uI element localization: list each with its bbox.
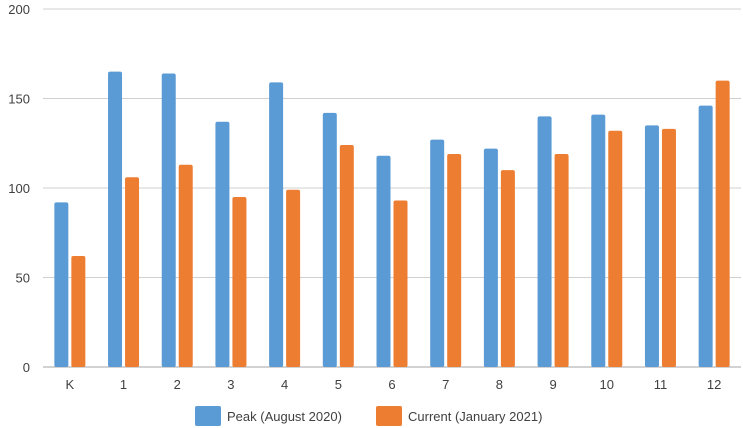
bar-peak-8: [483, 148, 498, 367]
bar-peak-5: [322, 112, 337, 367]
x-tick-label: 6: [388, 377, 395, 392]
y-tick-label: 200: [8, 2, 30, 17]
x-tick-label: 11: [654, 377, 668, 392]
x-tick-label: 2: [174, 377, 181, 392]
legend-swatch-current: [376, 406, 402, 426]
x-tick-label: K: [66, 377, 75, 392]
bar-current-5: [339, 145, 354, 367]
bar-peak-2: [161, 73, 176, 367]
bar-current-12: [715, 80, 730, 367]
x-tick-label: 10: [600, 377, 614, 392]
bar-current-7: [447, 153, 462, 367]
y-tick-label: 100: [8, 181, 30, 196]
bar-current-9: [554, 153, 569, 367]
y-tick-label: 50: [16, 271, 30, 286]
x-axis-ticks: K 1 2 3 4 5 6 7 8 9 10 11 12: [66, 377, 722, 392]
bars: [54, 71, 730, 368]
x-tick-label: 3: [227, 377, 234, 392]
x-tick-label: 8: [496, 377, 503, 392]
bar-current-10: [608, 130, 623, 367]
bar-peak-6: [376, 155, 391, 367]
legend-label-peak: Peak (August 2020): [227, 409, 342, 424]
bar-peak-K: [54, 202, 69, 367]
x-tick-label: 1: [120, 377, 127, 392]
legend-swatch-peak: [195, 406, 221, 426]
bar-current-2: [178, 164, 193, 367]
x-tick-label: 7: [442, 377, 449, 392]
bar-current-3: [232, 196, 247, 367]
y-axis-ticks: 0 50 100 150 200: [8, 2, 30, 375]
bar-current-6: [393, 200, 408, 367]
x-tick-label: 5: [335, 377, 342, 392]
x-tick-label: 12: [707, 377, 721, 392]
bar-peak-4: [269, 82, 284, 367]
bar-current-11: [661, 128, 676, 367]
y-tick-label: 150: [8, 92, 30, 107]
bar-peak-3: [215, 121, 230, 368]
bar-current-K: [71, 256, 86, 367]
bar-peak-10: [591, 114, 606, 367]
gridlines: [43, 8, 741, 368]
bar-peak-9: [537, 116, 552, 368]
bar-peak-1: [108, 71, 123, 368]
legend: Peak (August 2020) Current (January 2021): [195, 406, 542, 426]
legend-label-current: Current (January 2021): [408, 409, 542, 424]
y-tick-label: 0: [23, 360, 30, 375]
bar-current-8: [500, 170, 515, 367]
bar-current-1: [125, 177, 140, 367]
bar-peak-7: [430, 139, 445, 367]
bar-peak-12: [698, 105, 713, 367]
bar-peak-11: [644, 125, 659, 367]
x-tick-label: 4: [281, 377, 288, 392]
x-tick-label: 9: [549, 377, 556, 392]
bar-current-4: [286, 189, 301, 367]
